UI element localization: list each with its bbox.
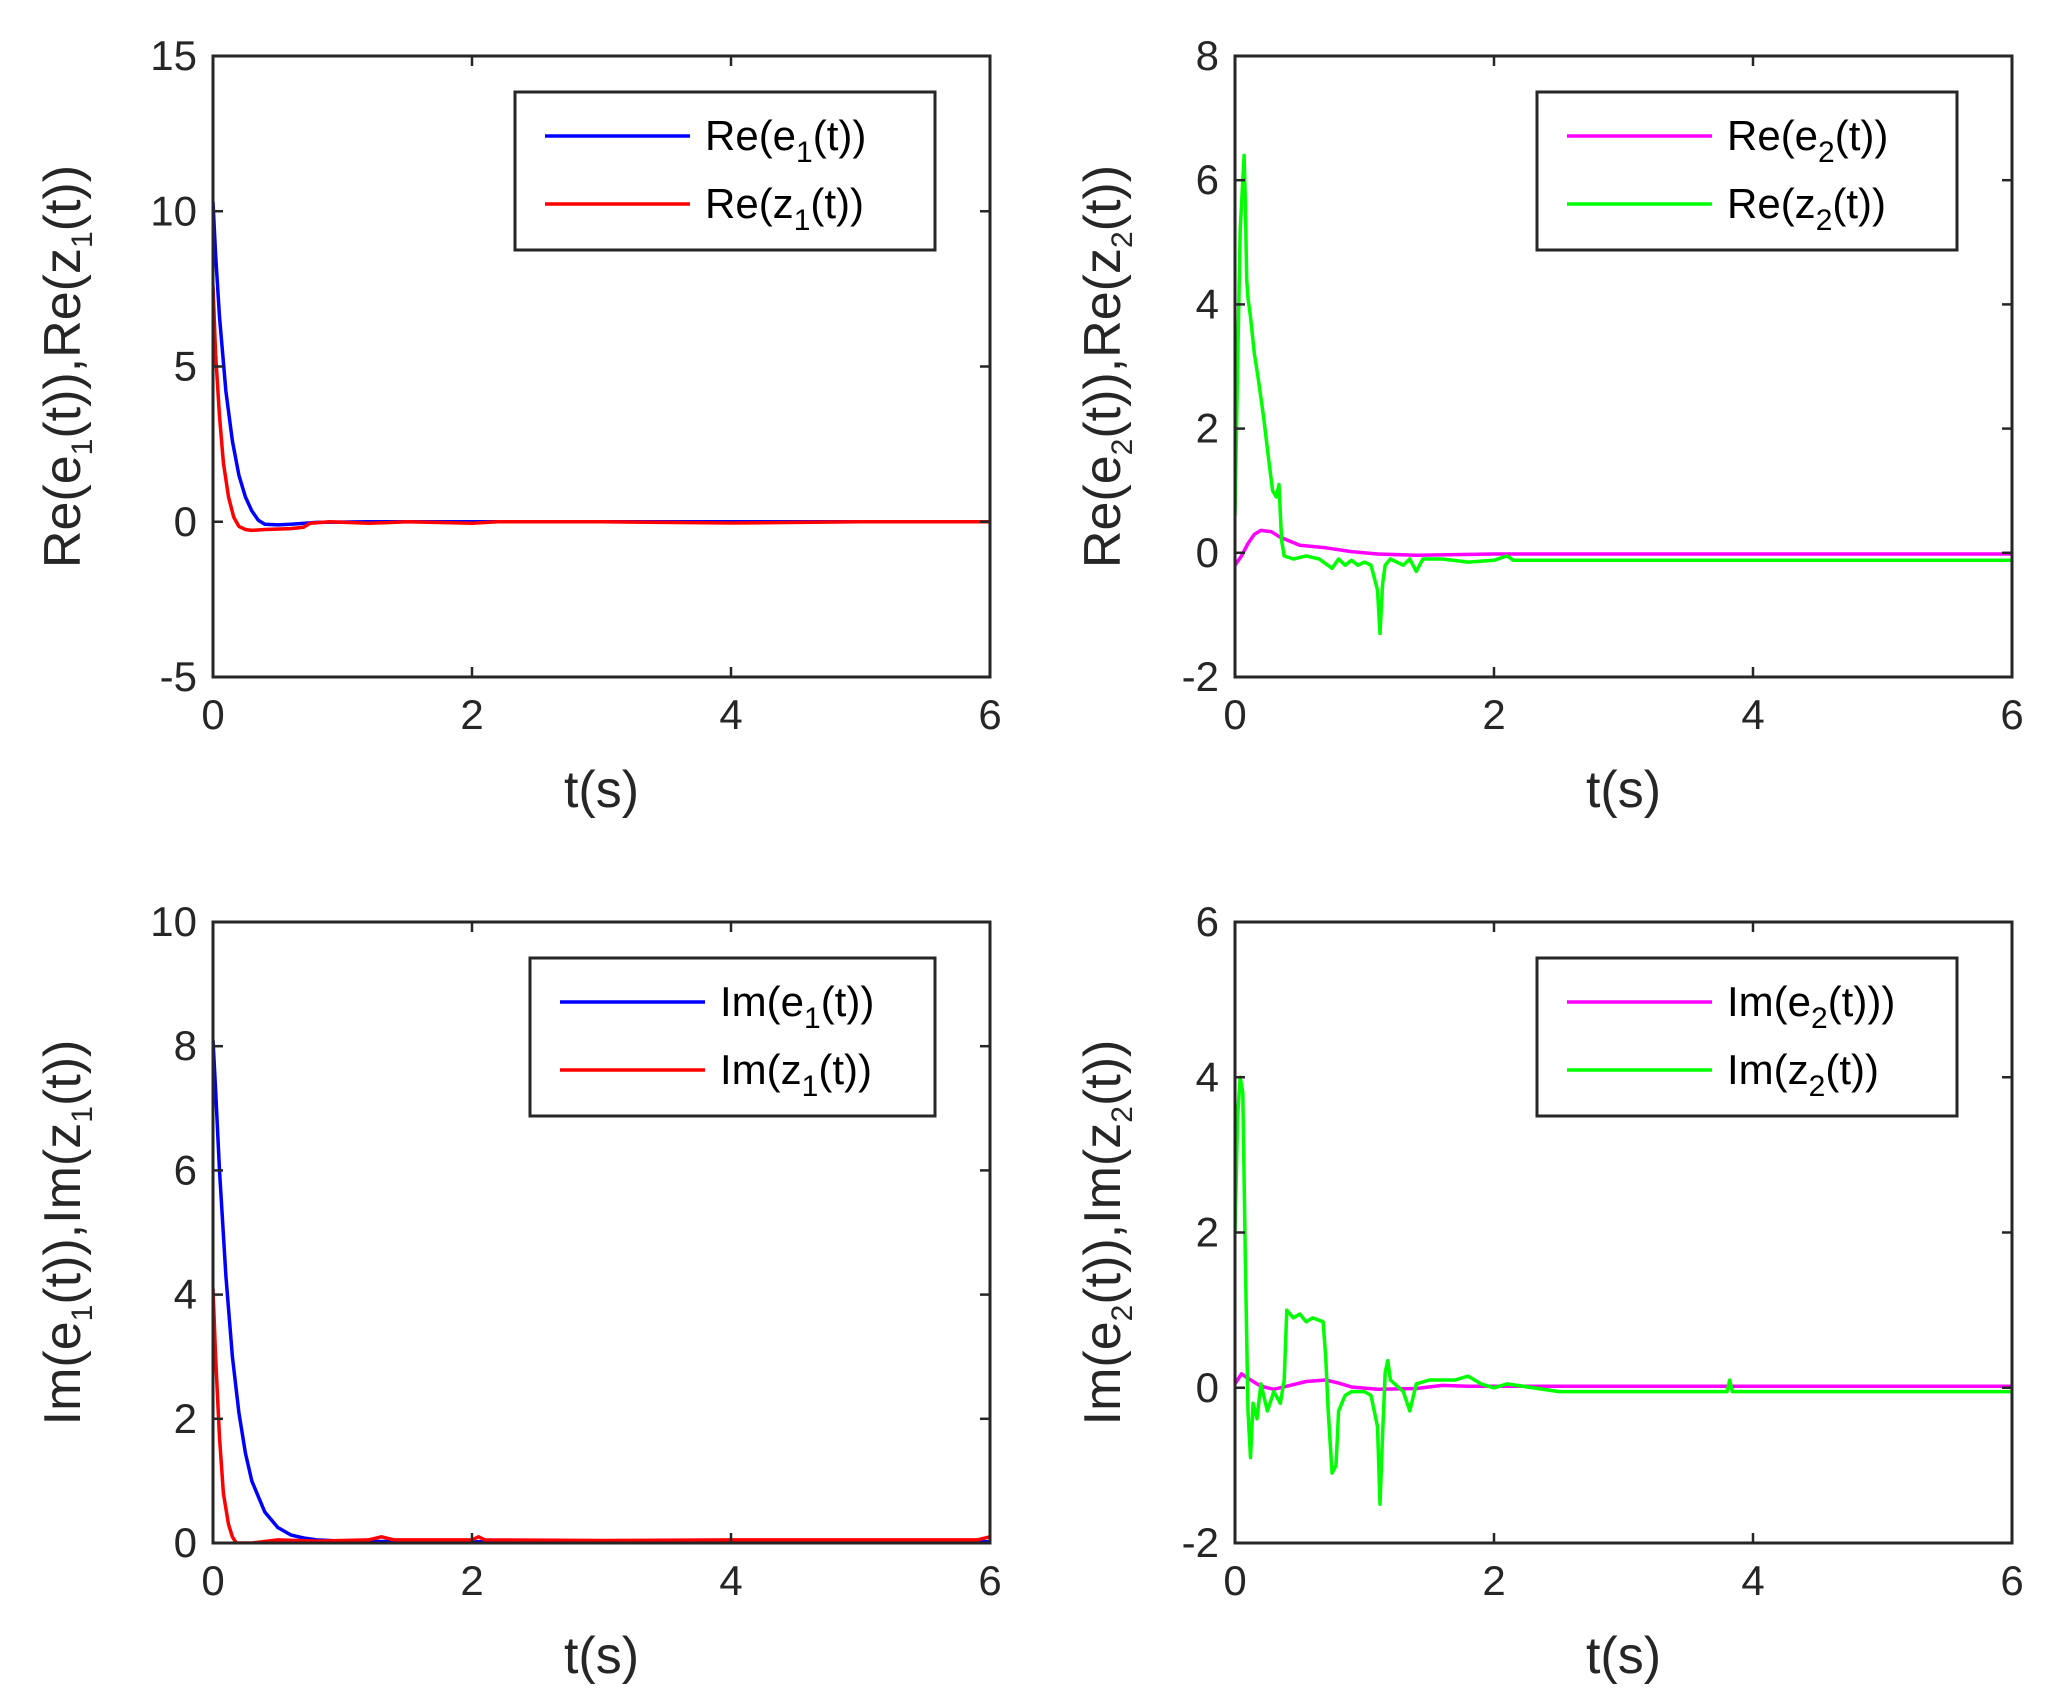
x-tick-label: 4	[719, 1557, 742, 1604]
y-axis-label: Re(e1(t)),Re(z1(t))	[34, 165, 99, 568]
x-tick-label: 0	[201, 1557, 224, 1604]
y-tick-label: 10	[150, 898, 197, 945]
x-tick-label: 2	[1482, 1557, 1505, 1604]
y-tick-label: -2	[1182, 653, 1219, 700]
series-line-im1-2	[213, 1288, 990, 1543]
y-tick-label: -2	[1182, 1519, 1219, 1566]
x-tick-label: 6	[978, 1557, 1001, 1604]
legend-label: Im(z2(t))	[1727, 1046, 1879, 1103]
legend-box	[528, 956, 937, 1118]
chart-re2: 0 2 4 6-202468t(s)Re(e2(t)),Re(z2(t))Re(e2(…	[1074, 32, 2024, 819]
y-axis-label: Re(e2(t)),Re(z2(t))	[1074, 165, 1139, 568]
svg-text:Im(z1(t)): Im(z1(t))	[720, 1046, 872, 1103]
x-tick-label: 4	[1741, 691, 1764, 738]
y-axis-label: Im(e2(t)),Im(z2(t))	[1074, 1040, 1139, 1426]
chart-im2: 0 2 4 6-20246t(s)Im(e2(t)),Im(z2(t))Im(e2(t…	[1074, 898, 2024, 1685]
axes-box	[211, 920, 992, 1545]
x-tick-label: 0	[1223, 691, 1246, 738]
series-line-re2-2	[1235, 153, 2012, 636]
legend-box	[513, 90, 937, 252]
y-tick-label: 2	[1196, 1209, 1219, 1256]
y-tick-label: 8	[1196, 32, 1219, 79]
y-tick-label: 0	[1196, 529, 1219, 576]
legend-label: Re(e2(t))	[1727, 112, 1888, 169]
y-tick-label: 4	[174, 1271, 197, 1318]
svg-text:Re(e2(t)),Re(z2(t)): Re(e2(t)),Re(z2(t))	[1074, 165, 1139, 568]
svg-text:Im(e2(t))): Im(e2(t)))	[1727, 978, 1895, 1035]
legend-label: Re(z2(t))	[1727, 180, 1886, 237]
svg-text:Im(e2(t)),Im(z2(t)): Im(e2(t)),Im(z2(t))	[1074, 1040, 1139, 1426]
y-tick-label: 8	[174, 1022, 197, 1069]
y-tick-label: 0	[174, 498, 197, 545]
x-tick-label: 2	[460, 1557, 483, 1604]
legend-box	[1535, 90, 1959, 252]
chart-im1: 0 2 4 6 0 2 4 6 8 10 t(s) Im(e1(t)),Im(z1(t)) Im(e1(…	[34, 898, 1002, 1685]
x-axis-label: t(s)	[1586, 1627, 1661, 1685]
svg-text:Re(z1(t)): Re(z1(t))	[705, 180, 864, 237]
y-tick-label: 6	[1196, 156, 1219, 203]
legend-label: Im(e2(t)))	[1727, 978, 1895, 1035]
x-tick-label: 0	[201, 691, 224, 738]
legend: Im(e1(t)) Im(z1(t))	[528, 956, 937, 1118]
series-line-re2-1	[1235, 528, 2012, 567]
legend: Re(e1(t)) Re(z1(t))	[513, 90, 937, 252]
svg-text:Re(e2(t)): Re(e2(t))	[1727, 112, 1888, 169]
y-tick-label: 15	[150, 32, 197, 79]
legend-label: Re(e1(t))	[705, 112, 866, 169]
x-tick-label: 2	[460, 691, 483, 738]
legend-label: Re(z1(t))	[705, 180, 864, 237]
x-tick-label: 0	[1223, 1557, 1246, 1604]
x-tick-label: 4	[1741, 1557, 1764, 1604]
svg-text:Im(z2(t)): Im(z2(t))	[1727, 1046, 1879, 1103]
y-tick-label: 2	[1196, 405, 1219, 452]
svg-text:Im(e1(t)),Im(z1(t)): Im(e1(t)),Im(z1(t))	[34, 1040, 99, 1426]
legend-box	[1535, 956, 1959, 1118]
y-tick-label: 6	[1196, 898, 1219, 945]
y-tick-label: 0	[174, 1519, 197, 1566]
x-tick-label: 2	[1482, 691, 1505, 738]
series-line-im2-2	[1235, 1075, 2012, 1506]
series-line-im2-1	[1235, 1372, 2012, 1392]
y-tick-label: 5	[174, 343, 197, 390]
axes-box	[1233, 54, 2014, 679]
y-tick-label: 2	[174, 1395, 197, 1442]
y-tick-label: 4	[1196, 1053, 1219, 1100]
y-tick-label: 6	[174, 1146, 197, 1193]
legend: Re(e2(t)) Re(z2(t))	[1535, 90, 1959, 252]
svg-text:Re(e1(t)): Re(e1(t))	[705, 112, 866, 169]
svg-text:Re(e1(t)),Re(z1(t)): Re(e1(t)),Re(z1(t))	[34, 165, 99, 568]
x-tick-label: 6	[978, 691, 1001, 738]
legend-label: Im(e1(t))	[720, 978, 874, 1035]
y-tick-label: 4	[1196, 280, 1219, 327]
x-axis-label: t(s)	[564, 1627, 639, 1685]
x-tick-label: 6	[2000, 691, 2023, 738]
svg-text:Re(z2(t)): Re(z2(t))	[1727, 180, 1886, 237]
svg-text:Im(e1(t)): Im(e1(t))	[720, 978, 874, 1035]
y-axis-label: Im(e1(t)),Im(z1(t))	[34, 1040, 99, 1426]
x-tick-label: 4	[719, 691, 742, 738]
y-tick-label: 10	[150, 187, 197, 234]
x-axis-label: t(s)	[1586, 761, 1661, 819]
series-line-re1-2	[213, 285, 990, 533]
legend-label: Im(z1(t))	[720, 1046, 872, 1103]
chart-re1: 0 2 4 6-5051015t(s)Re(e1(t)),Re(z1(t))Re(e1…	[34, 32, 1002, 819]
legend: Im(e2(t))) Im(z2(t))	[1535, 956, 1959, 1118]
y-tick-label: -5	[160, 653, 197, 700]
x-axis-label: t(s)	[564, 761, 639, 819]
x-tick-label: 6	[2000, 1557, 2023, 1604]
y-tick-label: 0	[1196, 1364, 1219, 1411]
